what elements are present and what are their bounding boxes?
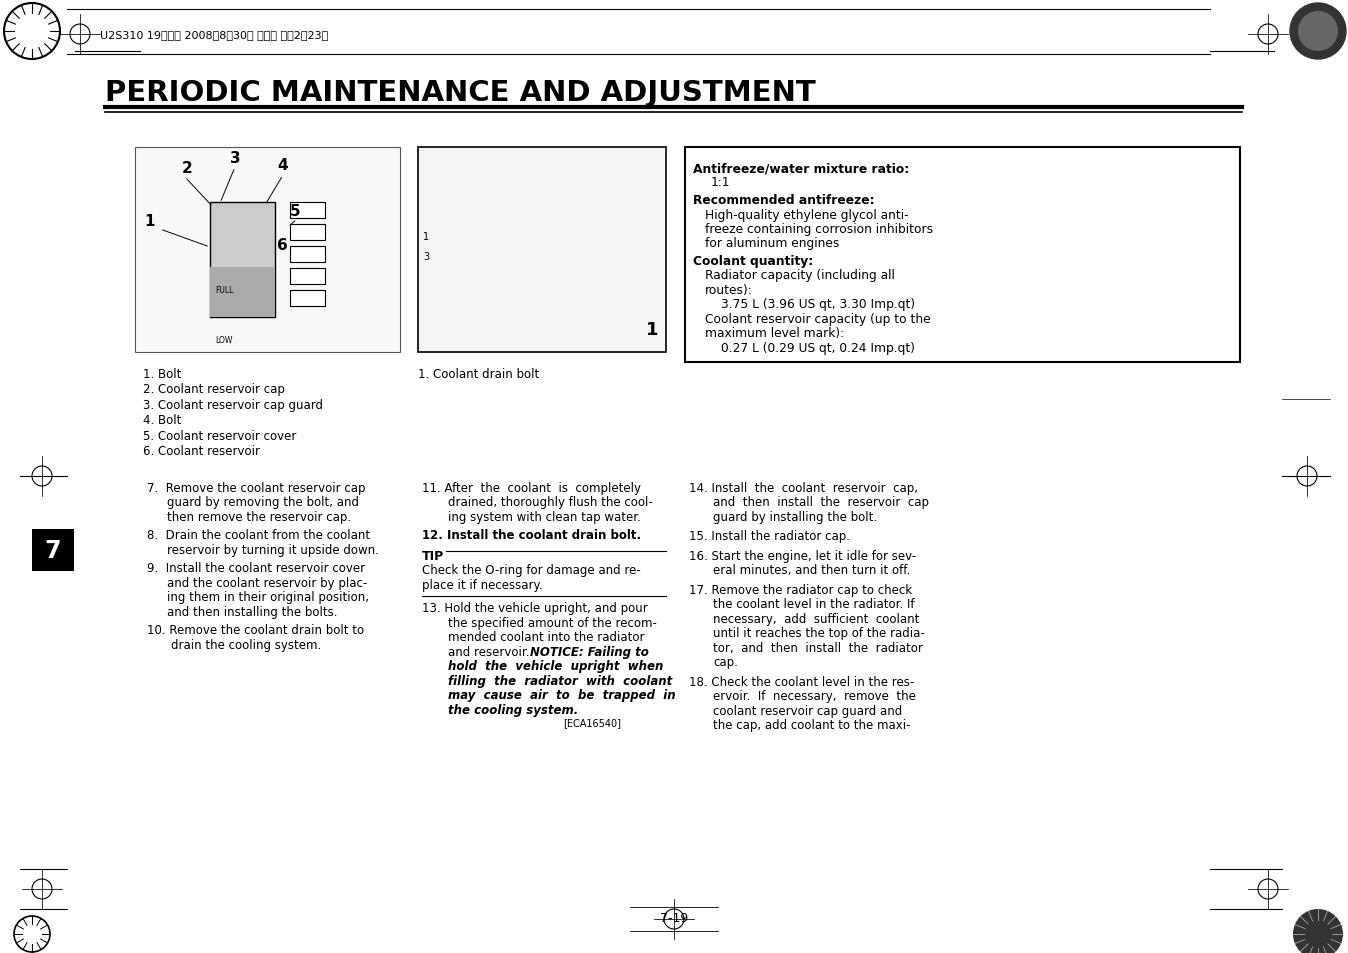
Bar	[32, 530, 74, 572]
Text: TIP: TIP	[422, 550, 445, 562]
Text: coolant reservoir cap guard and: coolant reservoir cap guard and	[713, 704, 902, 718]
Text: hold  the  vehicle  upright  when: hold the vehicle upright when	[448, 659, 663, 673]
Text: 3: 3	[423, 252, 429, 262]
Bar	[290, 203, 325, 219]
Text: the cap, add coolant to the maxi-: the cap, add coolant to the maxi-	[713, 719, 910, 732]
Text: Recommended antifreeze:: Recommended antifreeze:	[693, 193, 875, 207]
Text: 4: 4	[278, 158, 288, 172]
Text: reservoir by turning it upside down.: reservoir by turning it upside down.	[167, 543, 379, 557]
Text: 14. Install  the  coolant  reservoir  cap,: 14. Install the coolant reservoir cap,	[689, 481, 918, 495]
Text: drain the cooling system.: drain the cooling system.	[171, 639, 321, 651]
Text: 9.  Install the coolant reservoir cover: 9. Install the coolant reservoir cover	[147, 562, 365, 575]
Text: 0.27 L (0.29 US qt, 0.24 Imp.qt): 0.27 L (0.29 US qt, 0.24 Imp.qt)	[721, 341, 915, 355]
Text: for aluminum engines: for aluminum engines	[705, 237, 840, 251]
Text: 1. Bolt: 1. Bolt	[143, 368, 182, 380]
Text: 7: 7	[44, 538, 61, 562]
Bar	[418, 148, 666, 353]
Text: maximum level mark):: maximum level mark):	[705, 327, 844, 340]
Text: 18. Check the coolant level in the res-: 18. Check the coolant level in the res-	[689, 676, 914, 688]
Circle shape	[1293, 909, 1343, 953]
Text: [ECA16540]: [ECA16540]	[563, 718, 621, 728]
Circle shape	[1290, 4, 1347, 60]
Text: 13. Hold the vehicle upright, and pour: 13. Hold the vehicle upright, and pour	[422, 602, 648, 615]
Text: the coolant level in the radiator. If: the coolant level in the radiator. If	[713, 598, 914, 611]
Text: 15. Install the radiator cap.: 15. Install the radiator cap.	[689, 530, 851, 543]
Text: ing system with clean tap water.: ing system with clean tap water.	[448, 511, 640, 523]
Text: 4. Bolt: 4. Bolt	[143, 414, 182, 427]
Text: 16. Start the engine, let it idle for sev-: 16. Start the engine, let it idle for se…	[689, 550, 917, 562]
Text: 1: 1	[423, 232, 429, 242]
Text: Check the O-ring for damage and re-: Check the O-ring for damage and re-	[422, 564, 640, 577]
Text: and the coolant reservoir by plac-: and the coolant reservoir by plac-	[167, 577, 367, 589]
Bar	[210, 203, 275, 317]
Text: 3: 3	[229, 151, 240, 166]
Text: 8.  Drain the coolant from the coolant: 8. Drain the coolant from the coolant	[147, 529, 371, 542]
Text: 10. Remove the coolant drain bolt to: 10. Remove the coolant drain bolt to	[147, 624, 364, 637]
Text: and reservoir.: and reservoir.	[448, 645, 534, 659]
Text: place it if necessary.: place it if necessary.	[422, 578, 543, 592]
Text: cap.: cap.	[713, 656, 737, 669]
Text: FULL: FULL	[214, 286, 233, 294]
Text: ing them in their original position,: ing them in their original position,	[167, 591, 369, 604]
Text: NOTICE: Failing to: NOTICE: Failing to	[530, 645, 648, 659]
Text: Coolant reservoir capacity (up to the: Coolant reservoir capacity (up to the	[705, 313, 930, 326]
Text: 1. Coolant drain bolt: 1. Coolant drain bolt	[418, 368, 539, 380]
Text: 1: 1	[646, 320, 659, 338]
Text: may  cause  air  to  be  trapped  in: may cause air to be trapped in	[448, 689, 675, 701]
Text: U2S310 19ページ 2008年8月30日 土曜日 午後2時23分: U2S310 19ページ 2008年8月30日 土曜日 午後2時23分	[100, 30, 329, 40]
Bar	[290, 225, 325, 241]
Bar	[685, 148, 1240, 363]
Text: Radiator capacity (including all: Radiator capacity (including all	[705, 269, 895, 282]
Text: then remove the reservoir cap.: then remove the reservoir cap.	[167, 511, 350, 523]
Text: mended coolant into the radiator: mended coolant into the radiator	[448, 631, 644, 644]
Bar	[210, 268, 275, 317]
Text: freeze containing corrosion inhibitors: freeze containing corrosion inhibitors	[705, 223, 933, 235]
Text: Coolant quantity:: Coolant quantity:	[693, 254, 813, 268]
Bar	[135, 148, 400, 353]
Text: Antifreeze/water mixture ratio:: Antifreeze/water mixture ratio:	[693, 162, 910, 174]
Text: 7.  Remove the coolant reservoir cap: 7. Remove the coolant reservoir cap	[147, 481, 365, 495]
Text: filling  the  radiator  with  coolant: filling the radiator with coolant	[448, 675, 673, 687]
Text: ervoir.  If  necessary,  remove  the: ervoir. If necessary, remove the	[713, 690, 915, 702]
Text: 2. Coolant reservoir cap: 2. Coolant reservoir cap	[143, 383, 284, 396]
Text: drained, thoroughly flush the cool-: drained, thoroughly flush the cool-	[448, 496, 652, 509]
Text: 1: 1	[144, 213, 155, 229]
Circle shape	[1298, 12, 1339, 52]
Text: 17. Remove the radiator cap to check: 17. Remove the radiator cap to check	[689, 583, 913, 597]
Text: routes):: routes):	[705, 284, 752, 296]
Text: 11. After  the  coolant  is  completely: 11. After the coolant is completely	[422, 481, 642, 495]
Text: 12. Install the coolant drain bolt.: 12. Install the coolant drain bolt.	[422, 529, 642, 542]
Text: 6: 6	[276, 237, 287, 253]
Text: 3. Coolant reservoir cap guard: 3. Coolant reservoir cap guard	[143, 398, 324, 412]
Bar	[290, 291, 325, 307]
Text: and then installing the bolts.: and then installing the bolts.	[167, 605, 337, 618]
Bar	[290, 247, 325, 263]
Bar	[290, 269, 325, 285]
Text: High-quality ethylene glycol anti-: High-quality ethylene glycol anti-	[705, 209, 909, 221]
Text: until it reaches the top of the radia-: until it reaches the top of the radia-	[713, 627, 925, 639]
Text: guard by removing the bolt, and: guard by removing the bolt, and	[167, 496, 359, 509]
Text: tor,  and  then  install  the  radiator: tor, and then install the radiator	[713, 641, 923, 655]
Text: 7-19: 7-19	[661, 911, 687, 924]
Text: 5. Coolant reservoir cover: 5. Coolant reservoir cover	[143, 430, 297, 442]
Text: the specified amount of the recom-: the specified amount of the recom-	[448, 617, 656, 629]
Text: and  then  install  the  reservoir  cap: and then install the reservoir cap	[713, 496, 929, 509]
Text: 1:1: 1:1	[710, 176, 731, 190]
Text: the cooling system.: the cooling system.	[448, 703, 578, 717]
Text: guard by installing the bolt.: guard by installing the bolt.	[713, 511, 878, 523]
Text: 2: 2	[182, 161, 193, 175]
Text: necessary,  add  sufficient  coolant: necessary, add sufficient coolant	[713, 613, 919, 625]
Text: 6. Coolant reservoir: 6. Coolant reservoir	[143, 445, 260, 458]
Text: PERIODIC MAINTENANCE AND ADJUSTMENT: PERIODIC MAINTENANCE AND ADJUSTMENT	[105, 79, 816, 107]
Text: eral minutes, and then turn it off.: eral minutes, and then turn it off.	[713, 564, 910, 577]
Text: LOW: LOW	[214, 335, 232, 345]
Text: 3.75 L (3.96 US qt, 3.30 Imp.qt): 3.75 L (3.96 US qt, 3.30 Imp.qt)	[721, 298, 915, 312]
Text: 5: 5	[290, 204, 301, 219]
